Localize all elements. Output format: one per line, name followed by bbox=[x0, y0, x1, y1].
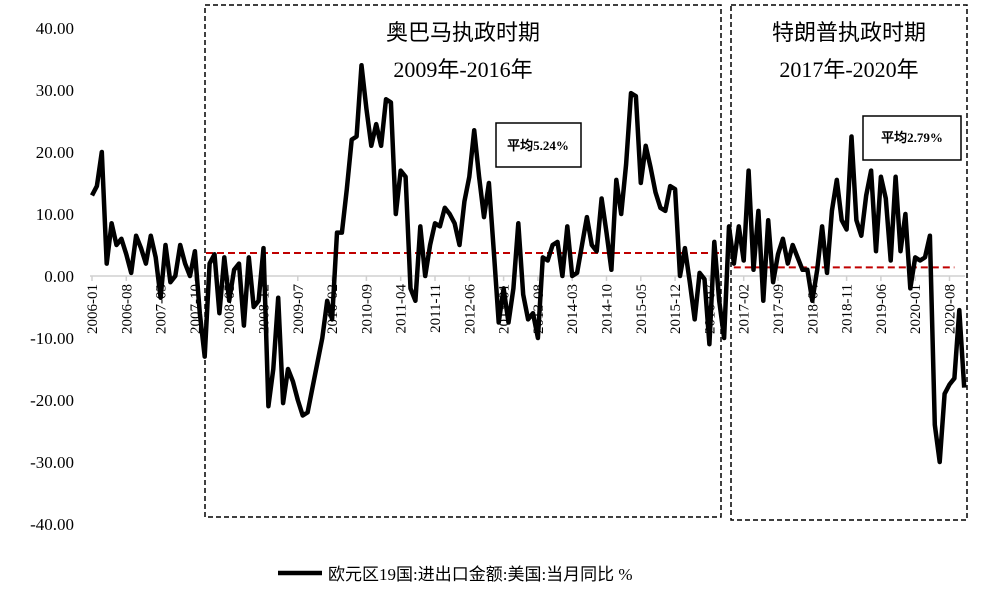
y-tick-label: -40.00 bbox=[30, 515, 74, 534]
trump-period-title: 特朗普执政时期 bbox=[772, 20, 926, 45]
trump-average-label: 平均2.79% bbox=[881, 130, 943, 145]
x-tick-label: 2008-05 bbox=[222, 284, 238, 334]
x-tick-label: 2017-09 bbox=[771, 284, 787, 334]
x-tick-label: 2011-04 bbox=[394, 284, 410, 334]
trump-average-box bbox=[862, 115, 962, 161]
y-tick-label: -30.00 bbox=[30, 453, 74, 472]
y-tick-label: 0.00 bbox=[44, 267, 74, 286]
y-axis: 40.00 30.00 20.00 10.00 0.00 -10.00 -20.00 -30.… bbox=[30, 19, 74, 534]
x-tick-label: 2009-07 bbox=[291, 284, 307, 334]
obama-average-label: 平均5.24% bbox=[507, 138, 569, 153]
x-tick-label: 2011-11 bbox=[428, 284, 444, 333]
y-tick-label: 20.00 bbox=[36, 143, 74, 162]
series-line bbox=[90, 62, 967, 465]
x-tick-label: 2014-10 bbox=[600, 284, 616, 334]
x-tick-label: 2006-08 bbox=[119, 284, 135, 334]
x-tick-label: 2010-09 bbox=[359, 284, 375, 334]
x-tick-label: 2019-06 bbox=[874, 284, 890, 334]
y-tick-label: 10.00 bbox=[36, 205, 74, 224]
y-tick-label: 40.00 bbox=[36, 19, 74, 38]
trump-period-years: 2017年-2020年 bbox=[779, 57, 918, 82]
trump-period-box bbox=[730, 4, 968, 521]
x-tick-label: 2015-12 bbox=[668, 284, 684, 334]
x-tick-label: 2012-06 bbox=[462, 284, 478, 334]
y-tick-label: -20.00 bbox=[30, 391, 74, 410]
y-tick-label: -10.00 bbox=[30, 329, 74, 348]
x-tick-label: 2007-03 bbox=[154, 284, 170, 334]
x-tick-label: 2020-08 bbox=[943, 284, 959, 334]
x-tick-label: 2020-01 bbox=[908, 284, 924, 334]
obama-period-years: 2009年-2016年 bbox=[393, 57, 532, 82]
obama-period-title: 奥巴马执政时期 bbox=[386, 20, 540, 45]
x-tick-label: 2014-03 bbox=[565, 284, 581, 334]
obama-average-box bbox=[495, 122, 582, 168]
obama-period-box bbox=[204, 4, 722, 518]
legend-label: 欧元区19国:进出口金额:美国:当月同比 % bbox=[328, 565, 633, 584]
x-tick-label: 2015-05 bbox=[634, 284, 650, 334]
x-tick-label: 2017-02 bbox=[737, 284, 753, 334]
x-tick-label: 2006-01 bbox=[85, 284, 101, 334]
y-tick-label: 30.00 bbox=[36, 81, 74, 100]
x-tick-label: 2018-11 bbox=[840, 284, 856, 333]
